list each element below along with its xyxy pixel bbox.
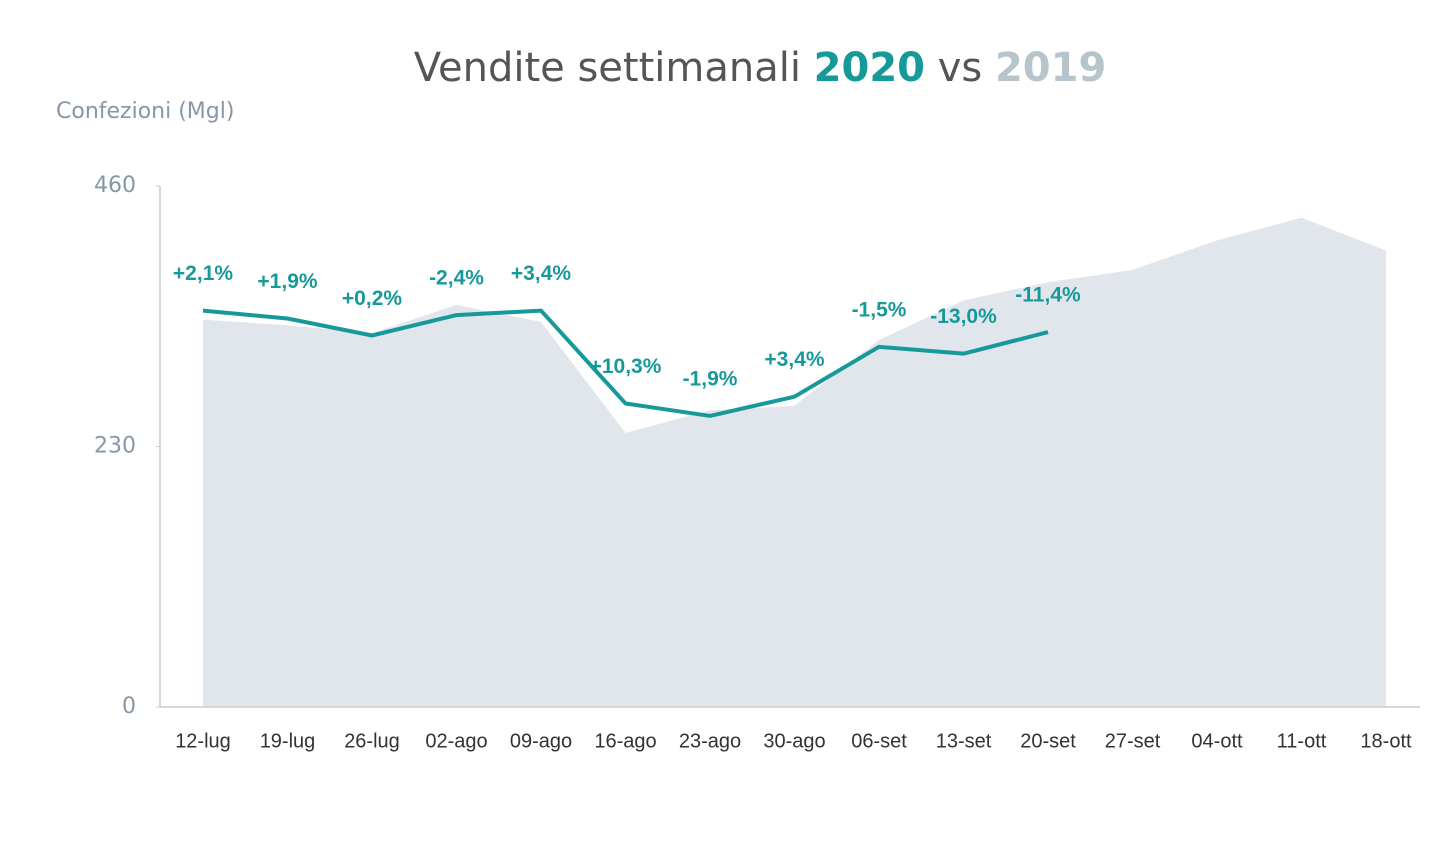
x-tick-label: 11-ott [1277,730,1327,752]
chart-title: Vendite settimanali 2020 vs 2019 [414,45,1107,91]
x-tick-label: 26-lug [344,730,400,752]
x-tick-label: 18-ott [1360,730,1412,752]
data-annotation: +2,1% [173,262,233,285]
x-tick-label: 16-ago [594,730,656,752]
x-tick-label: 12-lug [175,730,231,752]
y-tick-label: 230 [94,434,136,459]
x-tick-label: 09-ago [510,730,572,752]
x-tick-label: 06-set [851,730,907,752]
data-annotation: -2,4% [429,267,484,290]
x-tick-label: 30-ago [763,730,825,752]
plot [202,217,1386,707]
legend-2019: 2019 [995,45,1106,91]
y-tick-label: 0 [122,694,136,719]
data-annotation: -13,0% [930,305,997,328]
data-annotation: +3,4% [511,262,571,285]
x-tick-label: 23-ago [679,730,741,752]
line-2020 [202,308,1049,418]
data-annotation: +10,3% [590,355,662,378]
area-2019 [203,217,1386,707]
y-tick-label: 460 [94,173,136,198]
x-tick-label: 13-set [936,730,992,752]
x-tick-label: 20-set [1020,730,1076,752]
y-axis-label: Confezioni (Mgl) [56,99,234,124]
data-annotation: +1,9% [257,270,317,293]
data-annotation: -11,4% [1015,284,1081,307]
data-annotation: +3,4% [764,348,824,371]
x-tick-label: 02-ago [425,730,487,752]
title-text: Vendite settimanali [414,45,801,91]
data-annotation: +0,2% [342,287,402,310]
title-connector: vs [938,45,983,91]
legend-2020: 2020 [814,45,925,91]
x-tick-label: 27-set [1105,730,1161,752]
x-tick-label: 04-ott [1191,730,1243,752]
data-annotation: -1,9% [683,367,738,390]
x-tick-label: 19-lug [260,730,316,752]
data-annotation: -1,5% [852,298,907,321]
